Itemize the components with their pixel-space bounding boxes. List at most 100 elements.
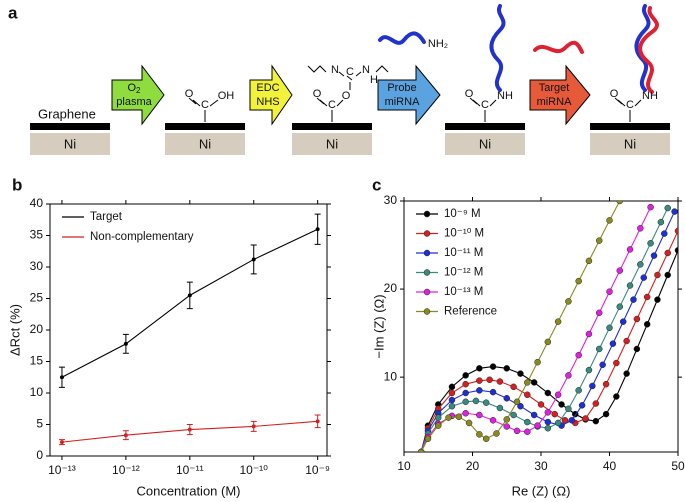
data-point [674, 227, 678, 235]
rna-strands [378, 4, 659, 94]
data-point [575, 387, 582, 394]
data-point [251, 424, 256, 429]
atom: N [331, 64, 339, 76]
data-point [513, 398, 521, 406]
data-point [623, 337, 630, 345]
data-point [609, 340, 617, 347]
data-point [616, 303, 624, 310]
legend-label: 10⁻¹⁰ M [444, 228, 484, 240]
data-point [496, 378, 504, 385]
legend-label: Non-complementary [90, 231, 194, 243]
ni-label: Ni [479, 136, 491, 151]
data-point [606, 324, 613, 332]
data-point [626, 282, 634, 289]
step-arrows [111, 64, 591, 126]
graphene-layer [590, 123, 670, 130]
graphene-label: Graphene [38, 106, 96, 121]
data-point [616, 267, 624, 274]
data-point [462, 380, 469, 388]
data-point [565, 372, 572, 379]
x-tick-label: 20 [466, 459, 480, 473]
data-point [524, 418, 531, 426]
data-point [568, 417, 576, 424]
probe-strand [378, 31, 426, 45]
data-point [647, 240, 654, 247]
arrow [377, 64, 441, 126]
data-point [664, 271, 671, 279]
data-point [554, 391, 562, 399]
x-tick-label: 10⁻¹⁰ [239, 463, 268, 477]
atom: NH [497, 90, 513, 102]
data-point [315, 227, 320, 232]
data-point [534, 422, 541, 429]
data-point [476, 431, 483, 438]
data-point [575, 351, 582, 359]
ni-label: Ni [326, 136, 338, 151]
step-subscript: 2 [136, 86, 141, 95]
legend-label: 10⁻⁹ M [444, 208, 481, 220]
target-strand [638, 6, 659, 94]
data-point [435, 422, 442, 429]
data-point [623, 370, 630, 377]
x-tick-label: 10⁻¹¹ [176, 463, 204, 477]
data-point [565, 298, 572, 305]
data-point [613, 393, 620, 400]
y-tick-label: 30 [384, 193, 398, 207]
y-tick-label: 40 [30, 196, 44, 210]
data-point [448, 389, 456, 397]
x-axis-label: Concentration (M) [136, 483, 240, 498]
atom: C [626, 99, 634, 111]
data-point [637, 261, 644, 268]
ni-label: Ni [64, 136, 76, 151]
graphene-layer [30, 123, 110, 130]
data-point [489, 363, 497, 370]
data-point [558, 401, 565, 408]
data-point [650, 252, 658, 259]
legend-marker [423, 210, 431, 218]
legend-marker [423, 230, 431, 237]
y-tick-label: 30 [30, 259, 44, 273]
data-point [626, 246, 634, 253]
data-point [544, 338, 552, 346]
step-label: miRNA [385, 96, 420, 108]
atom: O [610, 88, 619, 100]
data-point [592, 400, 600, 407]
chart: c 10 20 30 40 50 10 20 30 Re (Z) (Ω) −Im (Z) (Ω) 10… [371, 175, 685, 498]
y-axis-label: −Im (Z) (Ω) [371, 294, 386, 358]
data-point [187, 427, 192, 432]
data-point [462, 389, 469, 397]
x-tick-label: 40 [603, 459, 617, 473]
data-point [633, 315, 641, 323]
atom: C [328, 99, 336, 111]
data-point [315, 419, 320, 424]
y-tick-label: 20 [30, 322, 44, 336]
chemistry [188, 65, 642, 122]
legend-label: 10⁻¹¹ M [444, 247, 483, 259]
step-label: O2 [127, 82, 141, 95]
data-point [595, 309, 603, 317]
ni-block [30, 133, 110, 155]
ni-block [292, 133, 372, 155]
legend-marker [423, 269, 431, 276]
data-point [489, 388, 497, 396]
atom: N [362, 64, 370, 76]
data-point [187, 293, 192, 298]
data-point [493, 430, 500, 437]
data-point [674, 247, 678, 254]
data-point [661, 230, 668, 237]
data-point [489, 417, 497, 424]
data-point [585, 257, 593, 265]
data-point [448, 402, 456, 410]
arrow [529, 64, 591, 126]
plot-area [58, 213, 321, 446]
data-point [424, 435, 432, 443]
data-point [619, 318, 627, 325]
data-point [565, 405, 572, 413]
step-text: O [127, 82, 136, 94]
data-point [123, 433, 128, 438]
data-point [462, 372, 469, 379]
data-point [465, 419, 473, 427]
data-point [482, 399, 490, 406]
graphene-layer [445, 123, 525, 130]
